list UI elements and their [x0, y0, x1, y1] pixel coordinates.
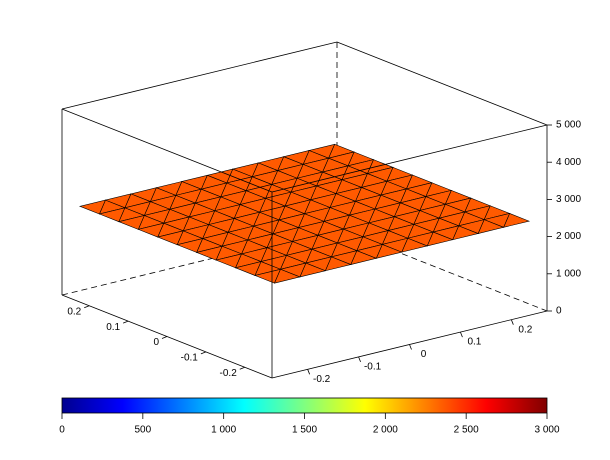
x-tick — [460, 331, 463, 338]
colorbar — [61, 397, 548, 414]
colorbar-tick-label: 1 500 — [292, 425, 317, 436]
x-tick-label: 0.1 — [467, 337, 481, 348]
surface-facet — [137, 222, 165, 238]
x-tick — [510, 319, 514, 325]
box-edge — [61, 41, 338, 110]
surface-facet — [156, 230, 184, 246]
surface-facet — [117, 215, 145, 230]
box-edge — [336, 41, 548, 126]
z-tick-label: 1 000 — [556, 268, 581, 279]
surface-facet — [176, 238, 204, 253]
surface-facet — [253, 268, 281, 284]
colorbar-tick-label: 500 — [134, 425, 151, 436]
surface-facet — [78, 199, 106, 215]
y-tick — [239, 366, 245, 370]
y-tick — [122, 320, 129, 324]
x-tick-label: 0.2 — [518, 324, 532, 335]
box-edge — [271, 124, 548, 193]
box-edge — [336, 227, 548, 312]
y-tick — [200, 351, 207, 355]
y-tick — [161, 336, 168, 339]
colorbar-tick-label: 3 000 — [534, 425, 559, 436]
x-tick-label: -0.2 — [313, 374, 331, 385]
surface-facet — [98, 207, 126, 223]
z-tick-label: 3 000 — [556, 194, 581, 205]
x-tick — [307, 369, 311, 375]
z-tick-label: 2 000 — [556, 231, 581, 242]
colorbar-tick-label: 0 — [59, 425, 65, 436]
z-tick-label: 0 — [556, 306, 562, 317]
x-tick-label: -0.1 — [364, 362, 382, 373]
x-tick-label: 0 — [421, 349, 427, 360]
z-tick-label: 5 000 — [556, 120, 581, 131]
x-tick — [358, 356, 361, 363]
y-tick-label: 0.2 — [67, 306, 81, 317]
colorbar-tick-label: 2 000 — [373, 425, 398, 436]
y-tick — [84, 305, 90, 309]
y-tick-label: 0 — [153, 337, 159, 348]
colorbar-tick-label: 1 000 — [211, 425, 236, 436]
y-tick-label: -0.2 — [220, 368, 238, 379]
y-tick-label: 0.1 — [106, 322, 120, 333]
x-tick — [409, 344, 412, 350]
surface-facet — [195, 245, 223, 261]
box-edge — [61, 108, 273, 193]
colorbar-tick-label: 2 500 — [454, 425, 479, 436]
surface-facet — [234, 261, 262, 276]
y-tick-label: -0.1 — [181, 353, 199, 364]
z-tick-label: 4 000 — [556, 157, 581, 168]
surface-facet — [215, 253, 243, 269]
